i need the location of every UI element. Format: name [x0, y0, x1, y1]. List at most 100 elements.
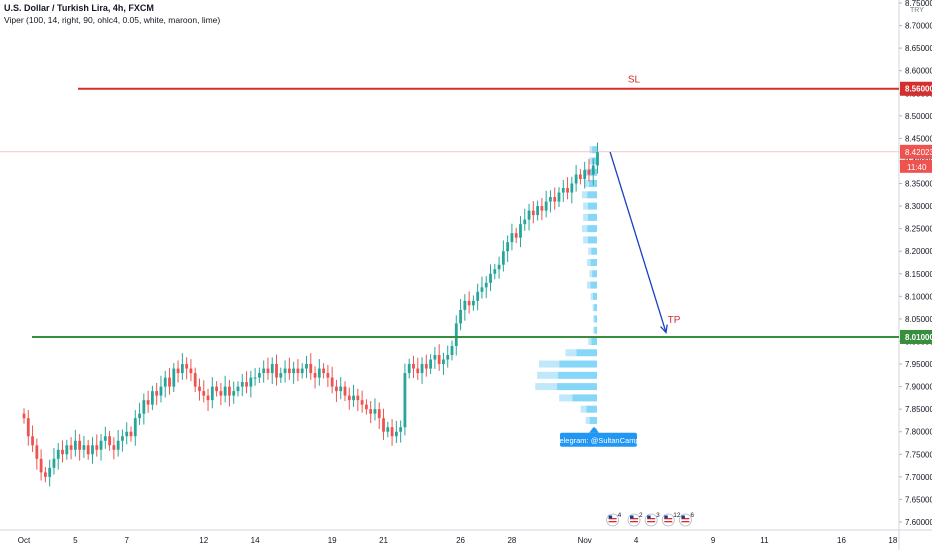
candle-body[interactable]	[570, 183, 574, 193]
candle-body[interactable]	[26, 418, 30, 437]
candle-body[interactable]	[270, 364, 274, 374]
candle-body[interactable]	[240, 382, 244, 387]
projection-arrow[interactable]	[609, 151, 667, 333]
candle-body[interactable]	[489, 273, 492, 283]
candle-body[interactable]	[69, 445, 73, 450]
candle-body[interactable]	[151, 391, 154, 405]
candle-body[interactable]	[429, 359, 432, 369]
candle-body[interactable]	[82, 445, 86, 450]
candle-body[interactable]	[510, 233, 514, 243]
candle-body[interactable]	[99, 440, 103, 450]
candle-body[interactable]	[442, 359, 445, 365]
candle-body[interactable]	[579, 174, 582, 180]
candle-body[interactable]	[266, 368, 270, 374]
candle-body[interactable]	[399, 427, 403, 432]
candle-body[interactable]	[467, 300, 471, 306]
candle-body[interactable]	[501, 251, 505, 265]
candle-body[interactable]	[292, 368, 296, 374]
candle-body[interactable]	[403, 373, 407, 428]
candle-body[interactable]	[450, 345, 454, 356]
candle-body[interactable]	[583, 169, 587, 180]
candle-body[interactable]	[202, 391, 206, 396]
candle-body[interactable]	[159, 386, 163, 396]
candle-body[interactable]	[309, 364, 313, 374]
candle-body[interactable]	[424, 364, 428, 369]
candle-body[interactable]	[553, 197, 557, 202]
candle-body[interactable]	[91, 445, 94, 455]
candle-body[interactable]	[574, 174, 578, 184]
candle-body[interactable]	[146, 400, 150, 405]
candle-body[interactable]	[497, 264, 501, 270]
candle-body[interactable]	[591, 165, 595, 175]
candle-body[interactable]	[108, 436, 111, 446]
candle-body[interactable]	[394, 431, 398, 437]
candle-body[interactable]	[596, 151, 599, 166]
candle-body[interactable]	[484, 282, 488, 288]
candle-body[interactable]	[121, 436, 124, 441]
candle-body[interactable]	[249, 377, 253, 387]
candle-body[interactable]	[326, 373, 330, 378]
candle-body[interactable]	[506, 242, 510, 252]
candle-body[interactable]	[390, 427, 394, 437]
indicator-legend[interactable]: Viper (100, 14, right, 90, ohlc4, 0.05, …	[4, 15, 221, 25]
candle-body[interactable]	[133, 418, 137, 437]
candle-body[interactable]	[300, 368, 304, 374]
telegram-callout[interactable]	[560, 432, 637, 447]
candle-body[interactable]	[163, 377, 167, 387]
candle-body[interactable]	[317, 368, 321, 378]
candle-body[interactable]	[446, 355, 450, 360]
candle-body[interactable]	[343, 386, 347, 396]
candle-body[interactable]	[22, 413, 26, 419]
candle-body[interactable]	[561, 188, 565, 193]
candle-body[interactable]	[73, 440, 77, 450]
candle-body[interactable]	[283, 368, 287, 374]
candle-body[interactable]	[531, 210, 535, 216]
candle-body[interactable]	[476, 291, 480, 301]
candle-body[interactable]	[365, 404, 368, 410]
candle-body[interactable]	[103, 436, 107, 441]
candle-body[interactable]	[382, 418, 385, 432]
candle-body[interactable]	[523, 219, 527, 225]
candle-body[interactable]	[347, 395, 351, 401]
candle-body[interactable]	[519, 224, 522, 238]
candle-body[interactable]	[35, 445, 39, 459]
candle-body[interactable]	[437, 355, 441, 365]
candle-body[interactable]	[172, 368, 176, 387]
candle-body[interactable]	[540, 206, 544, 211]
candle-body[interactable]	[78, 440, 82, 450]
candle-body[interactable]	[279, 373, 283, 378]
candle-body[interactable]	[206, 395, 210, 401]
candle-body[interactable]	[125, 431, 129, 437]
candle-body[interactable]	[412, 364, 415, 369]
candle-body[interactable]	[116, 440, 120, 450]
candle-body[interactable]	[185, 364, 189, 369]
candle-body[interactable]	[176, 368, 180, 374]
candle-body[interactable]	[198, 386, 201, 392]
candle-body[interactable]	[223, 386, 227, 396]
candle-body[interactable]	[44, 472, 47, 477]
candle-body[interactable]	[219, 391, 223, 396]
candle-body[interactable]	[373, 409, 377, 414]
candle-body[interactable]	[95, 445, 99, 450]
candle-body[interactable]	[236, 386, 240, 392]
candle-body[interactable]	[407, 364, 411, 374]
candle-body[interactable]	[138, 413, 141, 419]
candle-body[interactable]	[472, 300, 475, 306]
candle-body[interactable]	[180, 364, 184, 374]
candle-body[interactable]	[296, 368, 300, 374]
candle-body[interactable]	[112, 445, 116, 450]
candle-body[interactable]	[566, 188, 569, 193]
candle-body[interactable]	[245, 382, 248, 387]
candle-body[interactable]	[322, 368, 325, 374]
candle-body[interactable]	[420, 364, 424, 374]
candle-body[interactable]	[433, 355, 437, 360]
candle-body[interactable]	[258, 373, 261, 378]
candle-body[interactable]	[416, 368, 420, 374]
candle-body[interactable]	[48, 467, 52, 477]
candle-body[interactable]	[360, 400, 364, 405]
candle-body[interactable]	[210, 386, 214, 401]
candle-body[interactable]	[232, 391, 236, 396]
candle-body[interactable]	[189, 368, 193, 374]
candle-body[interactable]	[480, 287, 484, 292]
